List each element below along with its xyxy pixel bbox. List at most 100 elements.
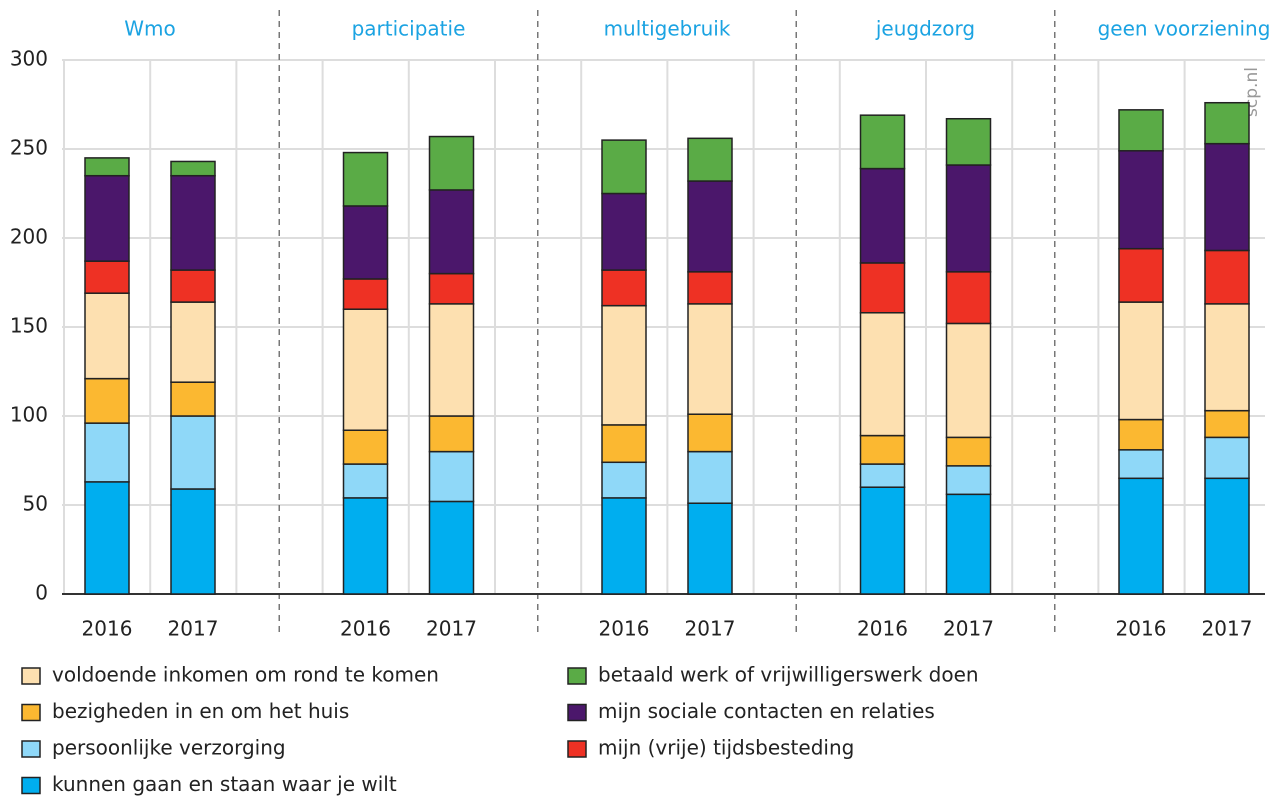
bar-segment <box>170 269 216 303</box>
x-tick-label: 2016 <box>82 617 133 641</box>
x-tick-label: 2016 <box>857 617 908 641</box>
bar-segment <box>170 174 216 271</box>
y-tick-label: 300 <box>10 47 48 71</box>
legend-swatch <box>567 740 587 758</box>
bar-segment <box>342 151 389 207</box>
bar-segment <box>687 303 733 415</box>
bar-segment <box>428 450 475 503</box>
bar-segment <box>601 192 647 271</box>
x-tick-label: 2017 <box>426 617 477 641</box>
bar-segment <box>601 424 647 464</box>
bar-segment <box>1204 303 1250 412</box>
x-tick-label: 2016 <box>340 617 391 641</box>
legend-label: persoonlijke verzorging <box>52 736 286 760</box>
legend-label: kunnen gaan en staan waar je wilt <box>52 772 397 796</box>
legend-swatch <box>21 776 41 795</box>
bar-segment <box>859 434 906 465</box>
legend-swatch <box>567 667 587 685</box>
bar-segment <box>428 189 475 275</box>
y-tick-label: 250 <box>10 136 48 160</box>
bar-segment <box>945 493 992 595</box>
bar-segment <box>1118 418 1164 451</box>
bar-segment <box>84 260 130 294</box>
y-tick-label: 50 <box>23 492 48 516</box>
bar-segment <box>1204 477 1250 595</box>
y-tick-label: 150 <box>10 314 48 338</box>
bar-segment <box>1204 436 1250 480</box>
bar-segment <box>84 157 130 177</box>
x-tick-label: 2017 <box>943 617 994 641</box>
y-tick-label: 0 <box>35 581 48 605</box>
bar-segment <box>342 308 389 431</box>
bar-segment <box>428 303 475 417</box>
bar-segment <box>687 137 733 182</box>
group-label: multigebruik <box>604 17 731 41</box>
bar-segment <box>945 322 992 439</box>
group-label: geen voorziening <box>1098 17 1271 41</box>
bar-segment <box>859 114 906 170</box>
bar-segment <box>1204 142 1250 252</box>
bar-segment <box>342 497 389 595</box>
bar-segment <box>84 174 130 262</box>
bar-segment <box>1118 301 1164 421</box>
bar-segment <box>342 205 389 280</box>
bar-segment <box>859 262 906 314</box>
bar-segment <box>945 164 992 273</box>
bar-segment <box>1204 249 1250 305</box>
x-tick-label: 2016 <box>599 617 650 641</box>
legend-label: voldoende inkomen om rond te komen <box>52 663 439 687</box>
bar-segment <box>1118 247 1164 303</box>
bar-segment <box>170 415 216 490</box>
bar-segment <box>1204 409 1250 439</box>
bar-segment <box>428 500 475 595</box>
bar-segment <box>859 167 906 264</box>
x-tick-label: 2017 <box>1202 617 1253 641</box>
bar-segment <box>859 463 906 488</box>
group-label: Wmo <box>124 17 176 41</box>
bar-segment <box>601 304 647 426</box>
legend-label: betaald werk of vrijwilligerswerk doen <box>598 663 979 687</box>
bar-segment <box>1118 477 1164 595</box>
bar-segment <box>84 377 130 424</box>
bar-segment <box>84 481 130 595</box>
bar-segment <box>945 117 992 166</box>
bar-segment <box>601 139 647 195</box>
bar-segment <box>1118 150 1164 250</box>
bar-segment <box>342 463 389 499</box>
bar-segment <box>1118 109 1164 152</box>
bar-segment <box>687 180 733 273</box>
legend-label: mijn (vrije) tijdsbesteding <box>598 736 854 760</box>
bar-segment <box>859 486 906 595</box>
group-label: jeugdzorg <box>875 17 975 41</box>
bar-segment <box>342 278 389 310</box>
bar-segment <box>601 269 647 307</box>
bar-segment <box>428 272 475 305</box>
bar-segment <box>428 415 475 453</box>
bar-segment <box>859 312 906 437</box>
bar-segment <box>170 381 216 417</box>
bar-segment <box>170 488 216 595</box>
bar-segment <box>687 271 733 305</box>
legend-label: bezigheden in en om het huis <box>52 699 349 723</box>
bar-segment <box>428 135 475 191</box>
group-label: participatie <box>352 17 466 41</box>
bar-segment <box>1204 101 1250 145</box>
bar-segment <box>687 413 733 453</box>
bar-segment <box>601 461 647 499</box>
bar-segment <box>84 292 130 380</box>
y-tick-label: 200 <box>10 225 48 249</box>
bar-segment <box>945 465 992 496</box>
x-tick-label: 2016 <box>1116 617 1167 641</box>
bar-segment <box>170 160 216 177</box>
bar-segment <box>601 497 647 595</box>
bar-segment <box>342 429 389 465</box>
legend-label: mijn sociale contacten en relaties <box>598 699 935 723</box>
x-tick-label: 2017 <box>168 617 219 641</box>
legend-swatch <box>21 703 41 722</box>
bar-segment <box>84 422 130 483</box>
legend-swatch <box>567 703 587 722</box>
bar-segment <box>170 301 216 383</box>
bar-segment <box>945 436 992 467</box>
bar-segment <box>1118 449 1164 480</box>
